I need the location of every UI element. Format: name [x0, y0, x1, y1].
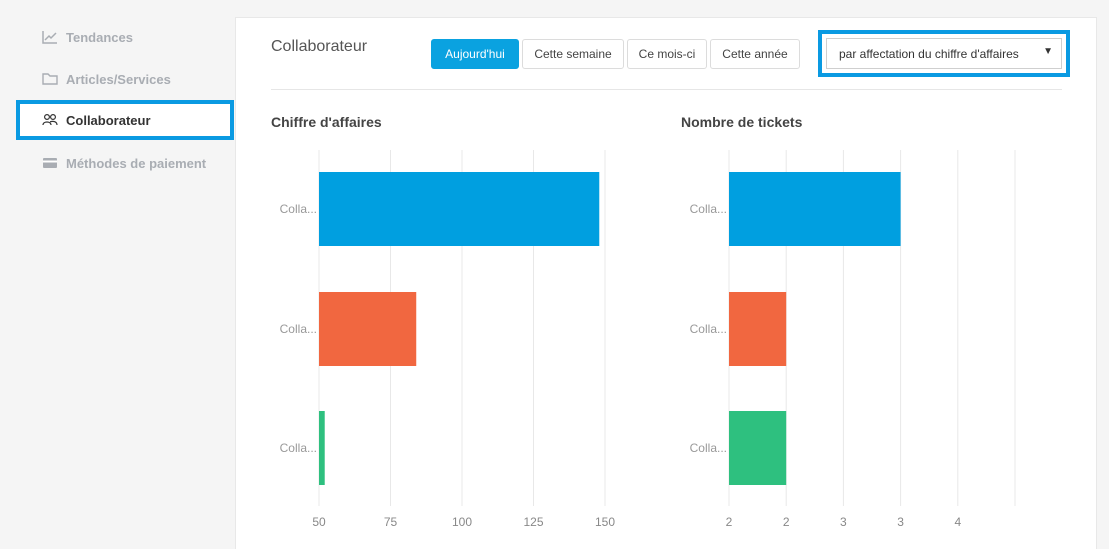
revenue-bar-chart: 50 75 100 125 150 Colla... Colla... Colla...	[256, 148, 636, 549]
sidebar-item-articles-services[interactable]: Articles/Services	[16, 59, 234, 99]
chart-title-revenue: Chiffre d'affaires	[271, 114, 382, 130]
category-label: Colla...	[280, 441, 317, 455]
x-tick-label: 3	[840, 515, 847, 529]
x-tick-label: 4	[954, 515, 961, 529]
category-label: Colla...	[280, 202, 317, 216]
range-button-this-week[interactable]: Cette semaine	[522, 39, 624, 69]
credit-card-icon	[43, 158, 57, 168]
bar	[729, 411, 787, 485]
chart-title-tickets: Nombre de tickets	[681, 114, 803, 130]
chart-svg: 50 75 100 125 150 Colla... Colla... Colla...	[280, 150, 615, 529]
x-tick-label: 125	[523, 515, 543, 529]
header-divider	[271, 89, 1062, 90]
x-tick-label: 3	[897, 515, 904, 529]
trend-icon	[42, 31, 57, 44]
x-tick-label: 2	[726, 515, 733, 529]
x-tick-label: 50	[312, 515, 326, 529]
users-icon	[42, 113, 58, 126]
tickets-bar-chart: 2 2 3 3 4 Colla... Colla... Colla...	[666, 148, 1046, 549]
range-button-today[interactable]: Aujourd'hui	[431, 39, 519, 69]
sidebar-item-label: Méthodes de paiement	[66, 155, 207, 171]
range-button-this-year[interactable]: Cette année	[710, 39, 800, 69]
bar	[319, 172, 600, 246]
sidebar-item-label: Collaborateur	[66, 112, 151, 128]
bar	[319, 411, 325, 485]
x-tick-label: 150	[595, 515, 615, 529]
bar	[729, 172, 901, 246]
chart-svg: 2 2 3 3 4 Colla... Colla... Colla...	[690, 150, 1016, 529]
category-label: Colla...	[690, 202, 727, 216]
page-title: Collaborateur	[271, 38, 368, 55]
assignment-select-highlight: par affectation du chiffre d'affaires ▼	[818, 30, 1070, 77]
x-tick-label: 75	[384, 515, 398, 529]
category-label: Colla...	[690, 322, 727, 336]
caret-down-icon: ▼	[1043, 46, 1053, 57]
sidebar-item-label: Articles/Services	[66, 71, 171, 87]
sidebar-item-collaborateur[interactable]: Collaborateur	[16, 100, 234, 140]
sidebar-item-label: Tendances	[66, 29, 133, 45]
category-label: Colla...	[280, 322, 317, 336]
report-panel: Collaborateur Aujourd'hui Cette semaine …	[235, 17, 1097, 549]
category-label: Colla...	[690, 441, 727, 455]
bar	[729, 292, 787, 366]
x-tick-label: 2	[783, 515, 790, 529]
bar	[319, 292, 417, 366]
assignment-select-value: par affectation du chiffre d'affaires	[839, 46, 1019, 61]
sidebar-item-methodes-de-paiement[interactable]: Méthodes de paiement	[16, 143, 234, 183]
range-button-this-month[interactable]: Ce mois-ci	[627, 39, 707, 69]
sidebar: Tendances Articles/Services Collaborateu…	[0, 0, 235, 549]
x-tick-label: 100	[452, 515, 472, 529]
folder-icon	[42, 73, 58, 85]
assignment-select[interactable]: par affectation du chiffre d'affaires ▼	[826, 38, 1062, 69]
sidebar-item-tendances[interactable]: Tendances	[16, 17, 234, 57]
